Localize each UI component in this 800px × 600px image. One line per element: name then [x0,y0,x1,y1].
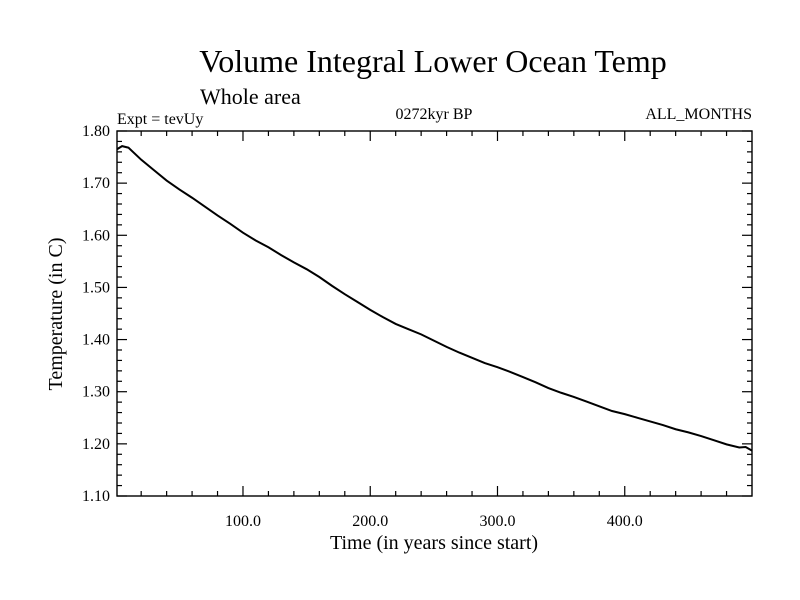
y-tick-label: 1.30 [82,384,110,401]
y-axis-label: Temperature (in C) [45,238,67,391]
y-tick-label: 1.60 [82,227,110,244]
y-tick-label: 1.80 [82,123,110,140]
x-tick-label: 100.0 [225,513,261,530]
period-label: 0272kyr BP [396,106,473,123]
chart-subtitle: Whole area [200,84,301,109]
y-tick-label: 1.20 [82,436,110,453]
x-tick-label: 200.0 [352,513,388,530]
axis-ticks [117,130,752,497]
y-tick-label: 1.10 [82,488,110,505]
x-axis-label: Time (in years since start) [330,532,538,554]
x-tick-label: 300.0 [479,513,515,530]
axis-tick-labels: 1.10 1.20 1.30 1.40 1.50 1.60 1.70 1.80 100.0 200… [82,123,643,530]
experiment-label: Expt = tevUy [117,111,203,128]
y-tick-label: 1.70 [82,175,110,192]
months-label: ALL_MONTHS [645,106,752,123]
y-tick-label: 1.50 [82,279,110,296]
plot-frame [116,130,753,497]
y-tick-label: 1.40 [82,332,110,349]
series-line [116,145,753,452]
x-tick-label: 400.0 [607,513,643,530]
chart-title: Volume Integral Lower Ocean Temp [199,43,667,79]
